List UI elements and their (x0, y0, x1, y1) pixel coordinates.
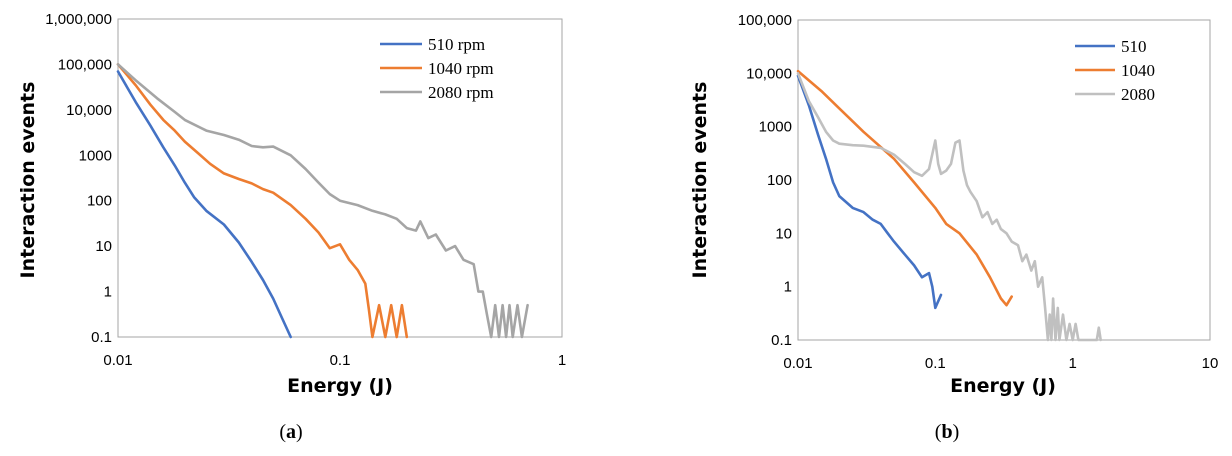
chart-b-xtick-label: 1 (1068, 355, 1076, 372)
chart-a-plot-border (117, 18, 563, 338)
chart-b-series-line-0 (796, 74, 943, 310)
chart-b-legend: 510 1040 2080 (1075, 37, 1155, 104)
chart-a-legend-label: 1040 rpm (428, 59, 494, 78)
chart-a-series-line-2 (116, 63, 529, 339)
chart-b-xtick-labels: 0.01 0.1 1 10 (783, 355, 1218, 372)
chart-a-panel-label: (a) (279, 421, 302, 443)
chart-a-ytick-label: 1,000,000 (45, 11, 112, 28)
chart-a-legend-label: 2080 rpm (428, 83, 494, 102)
chart-a-series-line-0 (116, 70, 292, 339)
chart-b-ytick-label: 100 (767, 172, 792, 189)
chart-a: 0.1 1 10 100 1000 10,000 100,000 1,000,000 0.01… (17, 11, 566, 443)
chart-b-ytick-label: 1 (784, 279, 792, 296)
chart-a-xtick-label: 1 (558, 352, 566, 369)
chart-a-legend: 510 rpm 1040 rpm 2080 rpm (380, 35, 494, 102)
chart-b-ytick-label: 10 (775, 225, 792, 242)
chart-b-ytick-label: 0.1 (771, 332, 792, 349)
chart-a-xtick-label: 0.1 (330, 352, 351, 369)
chart-a-series (116, 63, 529, 339)
chart-a-ytick-label: 100,000 (58, 56, 112, 73)
chart-b-xtick-label: 0.1 (925, 355, 946, 372)
chart-b-panel-label: (b) (935, 421, 959, 443)
chart-b-ytick-labels: 0.1 1 10 100 1000 10,000 100,000 (738, 12, 792, 349)
chart-a-ytick-labels: 0.1 1 10 100 1000 10,000 100,000 1,000,000 (45, 11, 112, 346)
chart-a-ytick-label: 100 (87, 193, 112, 210)
chart-a-y-axis-label: Interaction events (17, 82, 39, 279)
chart-a-xtick-labels: 0.01 0.1 1 (103, 352, 566, 369)
chart-b: 0.1 1 10 100 1000 10,000 100,000 0.01 0.1 1 10 51… (689, 12, 1218, 443)
chart-b-plot-border (797, 19, 1211, 341)
chart-b-legend-label: 2080 (1121, 85, 1155, 104)
chart-b-ytick-label: 1000 (759, 119, 792, 136)
chart-b-legend-label: 510 (1121, 37, 1147, 56)
chart-b-y-axis-label: Interaction events (689, 82, 711, 279)
chart-b-legend-label: 1040 (1121, 61, 1155, 80)
chart-b-ytick-label: 100,000 (738, 12, 792, 29)
chart-b-ytick-label: 10,000 (746, 65, 792, 82)
chart-a-ytick-label: 0.1 (91, 329, 112, 346)
chart-a-legend-label: 510 rpm (428, 35, 485, 54)
chart-b-series-line-1 (796, 69, 1013, 307)
chart-b-series-line-2 (796, 72, 1102, 342)
chart-b-series (796, 69, 1102, 342)
chart-b-xtick-label: 0.01 (783, 355, 812, 372)
chart-a-ytick-label: 1000 (79, 147, 112, 164)
chart-b-xtick-label: 10 (1202, 355, 1219, 372)
chart-a-ytick-label: 10 (95, 238, 112, 255)
chart-a-series-line-1 (116, 63, 409, 339)
chart-b-x-axis-label: Energy (J) (950, 375, 1056, 397)
chart-a-x-axis-label: Energy (J) (287, 375, 393, 397)
chart-a-xtick-label: 0.01 (103, 352, 132, 369)
chart-a-ytick-label: 10,000 (66, 102, 112, 119)
chart-a-ytick-label: 1 (104, 284, 112, 301)
